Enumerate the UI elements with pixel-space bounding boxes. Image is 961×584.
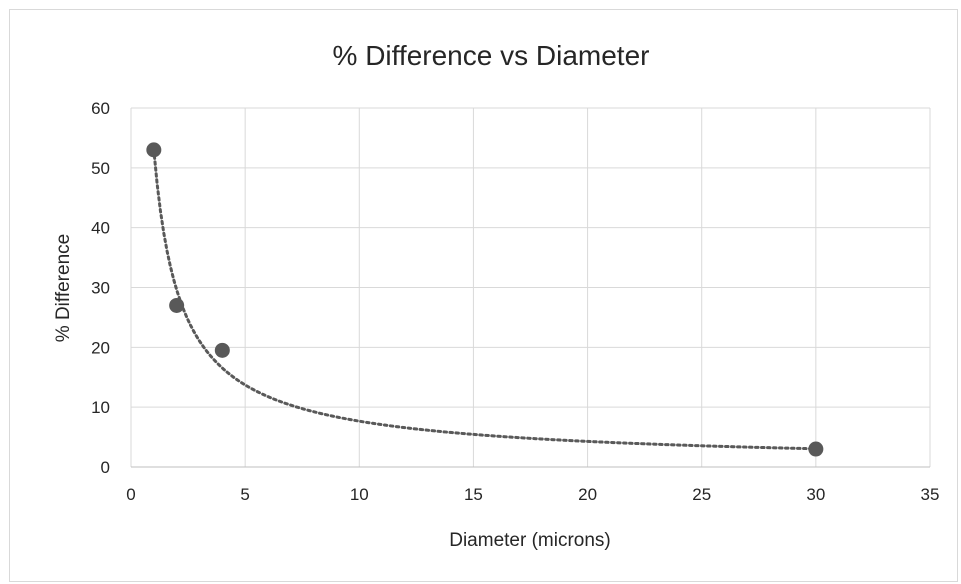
x-tick-label: 25 [692, 485, 711, 504]
data-point [169, 297, 185, 313]
x-tick-label: 30 [806, 485, 825, 504]
data-point [214, 342, 230, 358]
gridlines [130, 107, 931, 468]
y-tick-label: 50 [91, 159, 110, 178]
y-tick-label: 30 [91, 279, 110, 298]
trendline [152, 148, 818, 451]
x-tick-label: 5 [240, 485, 249, 504]
y-axis-title: % Difference [53, 234, 74, 342]
tick-labels: 0 5 10 15 20 25 30 35 0 10 20 30 40 50 60 [91, 99, 939, 504]
data-point [146, 142, 162, 158]
data-points [146, 142, 824, 457]
x-tick-label: 20 [578, 485, 597, 504]
x-tick-label: 35 [921, 485, 940, 504]
data-point [808, 441, 824, 457]
y-tick-label: 20 [91, 338, 110, 357]
y-tick-label: 60 [91, 99, 110, 118]
x-axis-title: Diameter (microns) [449, 530, 611, 551]
y-tick-label: 0 [101, 458, 110, 477]
x-tick-label: 15 [464, 485, 483, 504]
y-tick-label: 10 [91, 398, 110, 417]
chart-frame [9, 9, 958, 582]
y-tick-label: 40 [91, 219, 110, 238]
x-tick-label: 0 [126, 485, 135, 504]
trendline-group [152, 148, 818, 451]
chart-title: % Difference vs Diameter [333, 40, 650, 71]
x-tick-label: 10 [350, 485, 369, 504]
